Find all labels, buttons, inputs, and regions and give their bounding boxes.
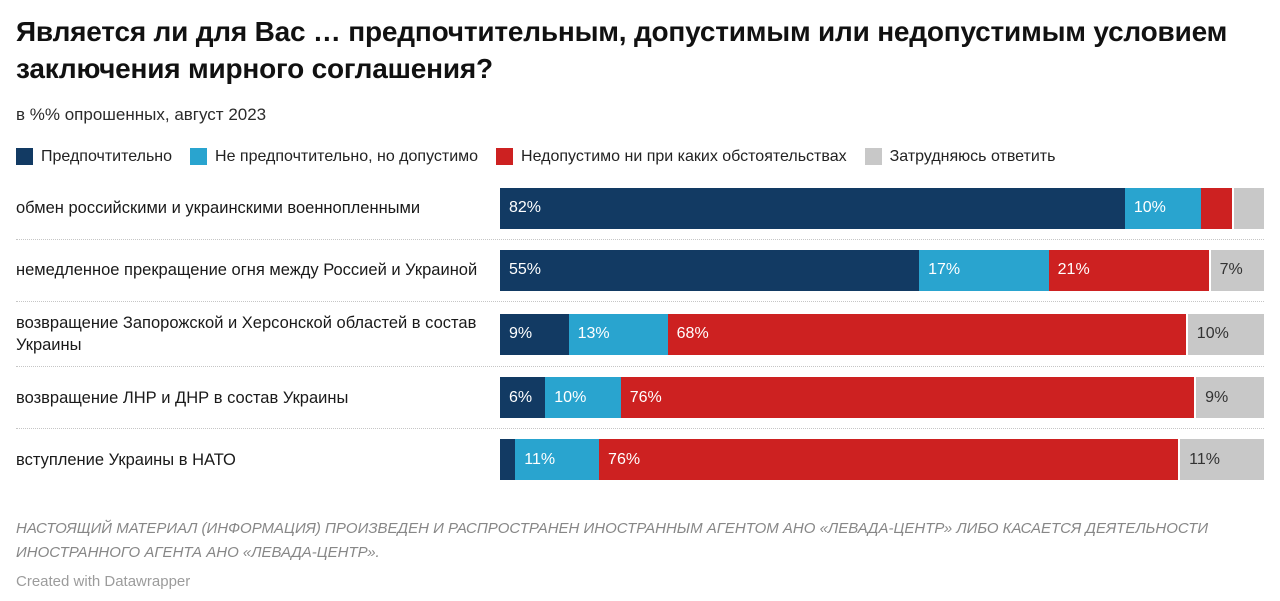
bar-segment-acceptable: 10% <box>545 377 621 419</box>
legend-item-acceptable: Не предпочтительно, но допустимо <box>190 148 478 166</box>
bar-segment-preferable <box>500 439 516 481</box>
value-label: 68% <box>676 325 709 343</box>
legend-item-hard-to-say: Затрудняюсь ответить <box>864 147 1056 166</box>
value-label: 82% <box>509 199 542 217</box>
bar-row-lnr-dnr: возвращение ЛНР и ДНР в состав Украины 6… <box>16 367 1265 430</box>
legend-item-unacceptable: Недопустимо ни при каких обстоятельствах <box>496 148 847 166</box>
bar-segment-hard-to-say: 10% <box>1187 313 1264 355</box>
bar-segment-unacceptable: 76% <box>620 377 1195 419</box>
legend-swatch-navy <box>16 148 33 166</box>
value-label: 13% <box>577 325 610 343</box>
bar-row-nato: вступление Украины в НАТО 11% 76% 11% <box>16 429 1264 490</box>
bar-segment-acceptable: 17% <box>919 249 1049 291</box>
bar-segment-preferable: 55% <box>500 249 920 291</box>
legend-label: Затрудняюсь ответить <box>889 147 1056 165</box>
value-label: 21% <box>1057 261 1090 279</box>
bar-row-ceasefire: немедленное прекращение огня между Росси… <box>16 240 1264 302</box>
bar-segment-unacceptable <box>1201 187 1232 229</box>
bar-row-zaporizhzhia-kherson: возвращение Запорожской и Херсонской обл… <box>16 302 1264 368</box>
value-label: 6% <box>509 388 533 406</box>
row-label: обмен российскими и украинскими военнопл… <box>16 199 421 218</box>
row-label: вступление Украины в НАТО <box>16 450 236 469</box>
bar-segment-unacceptable: 76% <box>599 439 1179 481</box>
bar-segment-hard-to-say <box>1233 187 1265 229</box>
bar-segment-hard-to-say: 7% <box>1210 249 1264 291</box>
bar-segment-hard-to-say: 11% <box>1180 439 1264 481</box>
bar-track: 82% 10% <box>500 187 1265 229</box>
legend-label: Недопустимо ни при каких обстоятельствах <box>521 147 847 165</box>
bar-segment-acceptable: 10% <box>1124 187 1202 229</box>
legend-item-preferable: Предпочтительно <box>16 148 172 166</box>
page-title: Является ли для Вас … предпочтительным, … <box>16 16 1228 84</box>
value-label: 10% <box>554 388 587 406</box>
foreign-agent-disclaimer: НАСТОЯЩИЙ МАТЕРИАЛ (ИНФОРМАЦИЯ) ПРОИЗВЕД… <box>16 520 1209 561</box>
value-label: 55% <box>509 261 542 279</box>
value-label: 11% <box>1189 450 1221 468</box>
value-label: 7% <box>1219 261 1243 279</box>
bar-row-pow-exchange: обмен российскими и украинскими военнопл… <box>16 178 1265 240</box>
stacked-bar-chart: обмен российскими и украинскими военнопл… <box>16 178 1265 491</box>
value-label: 76% <box>629 388 662 406</box>
value-label: 76% <box>608 450 641 468</box>
bar-track: 11% 76% 11% <box>500 439 1264 481</box>
bar-segment-preferable: 82% <box>500 187 1125 229</box>
bar-segment-preferable: 9% <box>500 313 569 355</box>
bar-track: 6% 10% 76% 9% <box>500 377 1265 419</box>
row-label: немедленное прекращение огня между Росси… <box>16 261 478 280</box>
page-subtitle: в %% опрошенных, август 2023 <box>16 104 267 124</box>
bar-segment-unacceptable: 68% <box>667 313 1186 355</box>
value-label: 17% <box>928 261 961 279</box>
bar-segment-acceptable: 13% <box>568 313 668 355</box>
value-label: 9% <box>1205 388 1229 406</box>
row-label: возвращение Запорожской и Херсонской обл… <box>16 313 477 355</box>
bar-segment-hard-to-say: 9% <box>1196 377 1265 419</box>
legend-swatch-cyan <box>190 148 208 166</box>
bar-segment-acceptable: 11% <box>515 439 600 481</box>
value-label: 10% <box>1196 325 1229 343</box>
datawrapper-credit-link[interactable]: Created with Datawrapper <box>16 572 191 590</box>
value-label: 9% <box>509 325 533 343</box>
bar-segment-unacceptable: 21% <box>1048 249 1209 291</box>
legend-swatch-gray <box>864 148 882 166</box>
legend-swatch-red <box>496 148 514 166</box>
legend-label: Предпочтительно <box>41 147 173 165</box>
bar-track: 55% 17% 21% 7% <box>500 249 1264 291</box>
value-label: 10% <box>1133 199 1166 217</box>
legend: Предпочтительно Не предпочтительно, но д… <box>16 148 1264 166</box>
bar-track: 9% 13% 68% 10% <box>500 313 1264 355</box>
value-label: 11% <box>524 450 556 468</box>
legend-label: Не предпочтительно, но допустимо <box>215 147 479 165</box>
row-label: возвращение ЛНР и ДНР в состав Украины <box>16 388 349 407</box>
bar-segment-preferable: 6% <box>500 377 546 419</box>
